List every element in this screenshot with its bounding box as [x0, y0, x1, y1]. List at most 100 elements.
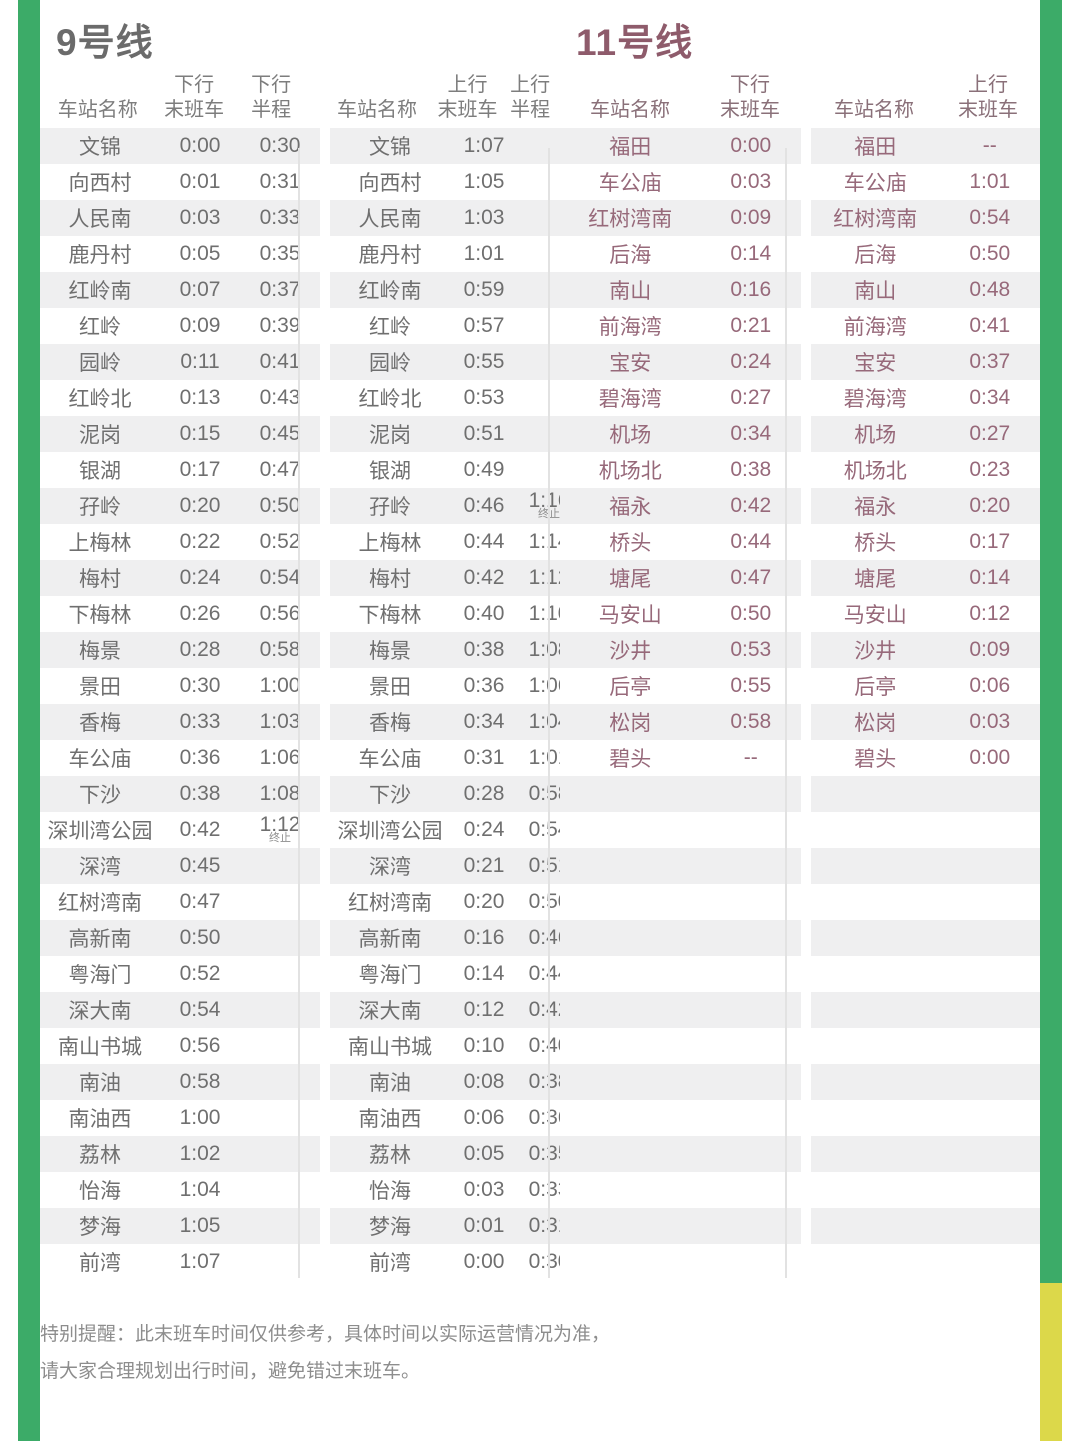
line-9-down-lasttrain-bottom: 末班车: [164, 98, 225, 121]
station-name-cell: 下梅林: [40, 596, 160, 633]
time-cell: [240, 992, 320, 1029]
table-row: [560, 1136, 1040, 1173]
station-name-cell: 向西村: [40, 164, 160, 201]
column-gap: [320, 236, 330, 272]
time-cell: 0:36: [160, 740, 240, 777]
time-cell: 0:40: [450, 596, 518, 633]
station-name-cell: 鹿丹村: [40, 236, 160, 273]
time-cell: 0:06: [939, 668, 1040, 705]
station-name-cell: [811, 1136, 940, 1173]
line-9-down-half-header: 下行 半程: [233, 73, 310, 122]
station-name-cell: 后亭: [811, 668, 940, 705]
station-name-cell: 碧头: [811, 740, 940, 777]
time-cell: 0:50: [700, 596, 801, 633]
time-cell: [939, 1172, 1040, 1209]
time-cell: 0:09: [939, 632, 1040, 669]
station-name-cell: 人民南: [330, 200, 450, 237]
time-cell: 0:51: [450, 416, 518, 453]
station-name-cell: 人民南: [40, 200, 160, 237]
station-name-cell: 南油西: [40, 1100, 160, 1137]
column-gap: [801, 992, 811, 1028]
station-name-cell: 沙井: [811, 632, 940, 669]
column-gap: [801, 596, 811, 632]
station-name-cell: 银湖: [40, 452, 160, 489]
station-name-cell: 车公庙: [40, 740, 160, 777]
line-9-up-half-header: 上行 半程: [500, 73, 560, 122]
station-name-cell: [811, 848, 940, 885]
time-cell: [939, 884, 1040, 921]
line-11-header-row: 车站名称 下行 末班车 车站名称 上行 末班车: [560, 66, 1040, 128]
station-name-cell: 机场: [811, 416, 940, 453]
time-cell: 0:08: [450, 1064, 518, 1101]
time-cell: [240, 884, 320, 921]
time-cell: 0:15: [160, 416, 240, 453]
time-cell: [240, 1028, 320, 1065]
time-cell: 1:06: [240, 740, 320, 777]
station-name-cell: 南油西: [330, 1100, 450, 1137]
column-gap: [801, 848, 811, 884]
line-9-down-station-header: 车站名称: [57, 98, 138, 121]
time-cell: 0:16: [450, 920, 518, 957]
decorative-bar-left: [18, 0, 40, 1441]
station-name-cell: 红岭南: [330, 272, 450, 309]
time-cell: 1:02: [160, 1136, 240, 1173]
station-name-cell: 桥头: [560, 524, 701, 561]
column-gap: [320, 416, 330, 452]
time-cell: 0:50: [160, 920, 240, 957]
time-cell: 0:57: [450, 308, 518, 345]
station-name-cell: 宝安: [811, 344, 940, 381]
station-name-cell: 前湾: [40, 1244, 160, 1281]
time-cell: 0:48: [939, 272, 1040, 309]
station-name-cell: [560, 776, 701, 813]
station-name-cell: 南山书城: [330, 1028, 450, 1065]
column-gap: [801, 704, 811, 740]
line-11-up-lasttrain-header: 上行 末班车: [938, 73, 1038, 122]
time-cell: 0:00: [939, 740, 1040, 777]
time-cell: 0:55: [450, 344, 518, 381]
line-11-up-station-header: 车站名称: [834, 98, 914, 121]
line-9-header-row: 车站名称 下行 末班车 下行 半程 车站名称 上行 末班车 上行 半程: [40, 66, 560, 128]
table-row: 南山 0:16 南山 0:48: [560, 272, 1040, 309]
station-name-cell: [560, 1136, 701, 1173]
line-9-up-lasttrain-header: 上行 末班车: [435, 73, 500, 122]
time-cell: 0:36: [450, 668, 518, 705]
time-cell: 0:07: [160, 272, 240, 309]
station-name-cell: 下沙: [330, 776, 450, 813]
table-row: 后海 0:14 后海 0:50: [560, 236, 1040, 273]
station-name-cell: 红岭: [330, 308, 450, 345]
line-11-down-lasttrain-header: 下行 末班车: [700, 73, 800, 122]
table-row: [560, 1244, 1040, 1281]
table-row: 机场 0:34 机场 0:27: [560, 416, 1040, 453]
column-gap: [801, 668, 811, 704]
column-gap: [801, 488, 811, 524]
station-name-cell: 银湖: [330, 452, 450, 489]
station-name-cell: 福田: [560, 128, 701, 165]
column-gap: [320, 920, 330, 956]
station-name-cell: 下沙: [40, 776, 160, 813]
divider-line11-mid: [785, 148, 787, 1278]
station-name-cell: 怡海: [330, 1172, 450, 1209]
table-row: [560, 848, 1040, 885]
column-gap: [320, 776, 330, 812]
time-cell: 0:30: [160, 668, 240, 705]
time-cell: 0:14: [450, 956, 518, 993]
table-row: [560, 1064, 1040, 1101]
table-row: 向西村 0:01 0:31 向西村 1:05: [40, 164, 580, 201]
station-name-cell: [811, 920, 940, 957]
column-gap: [801, 776, 811, 812]
column-gap: [320, 632, 330, 668]
station-name-cell: 马安山: [560, 596, 701, 633]
time-cell: 0:45: [160, 848, 240, 885]
time-cell: [240, 1136, 320, 1173]
time-cell: 0:09: [700, 200, 801, 237]
time-cell: 0:34: [450, 704, 518, 741]
station-name-cell: 梦海: [330, 1208, 450, 1245]
